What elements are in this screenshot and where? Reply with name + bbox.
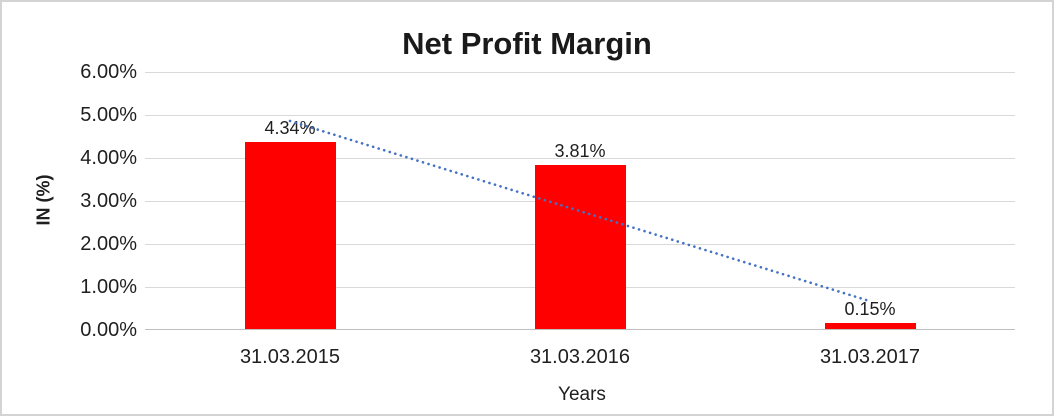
y-tick-label: 3.00% xyxy=(80,190,137,212)
gridline xyxy=(145,115,1015,116)
bar-2016 xyxy=(534,165,626,329)
x-axis-line xyxy=(145,329,1015,330)
y-tick-label: 1.00% xyxy=(80,276,137,298)
gridline xyxy=(145,72,1015,73)
x-category-label: 31.03.2015 xyxy=(239,346,341,368)
bar-value-label: 4.34% xyxy=(264,118,316,139)
y-tick-label: 2.00% xyxy=(80,233,137,255)
bar-value-label: 3.81% xyxy=(554,141,606,162)
x-category-label: 31.03.2017 xyxy=(819,346,921,368)
bar-value-label: 0.15% xyxy=(844,298,896,319)
y-tick-label: 4.00% xyxy=(80,147,137,169)
chart-title: Net Profit Margin xyxy=(402,26,652,61)
plot-area: 4.34% 3.81% 0.15% xyxy=(145,72,1015,330)
y-tick-label: 5.00% xyxy=(80,104,137,126)
x-category-label: 31.03.2016 xyxy=(529,346,631,368)
y-tick-label: 0.00% xyxy=(80,319,137,341)
x-axis-title: Years xyxy=(558,384,606,405)
bar-2017 xyxy=(824,322,916,329)
y-tick-label: 6.00% xyxy=(80,61,137,83)
bar-2015 xyxy=(244,142,336,329)
